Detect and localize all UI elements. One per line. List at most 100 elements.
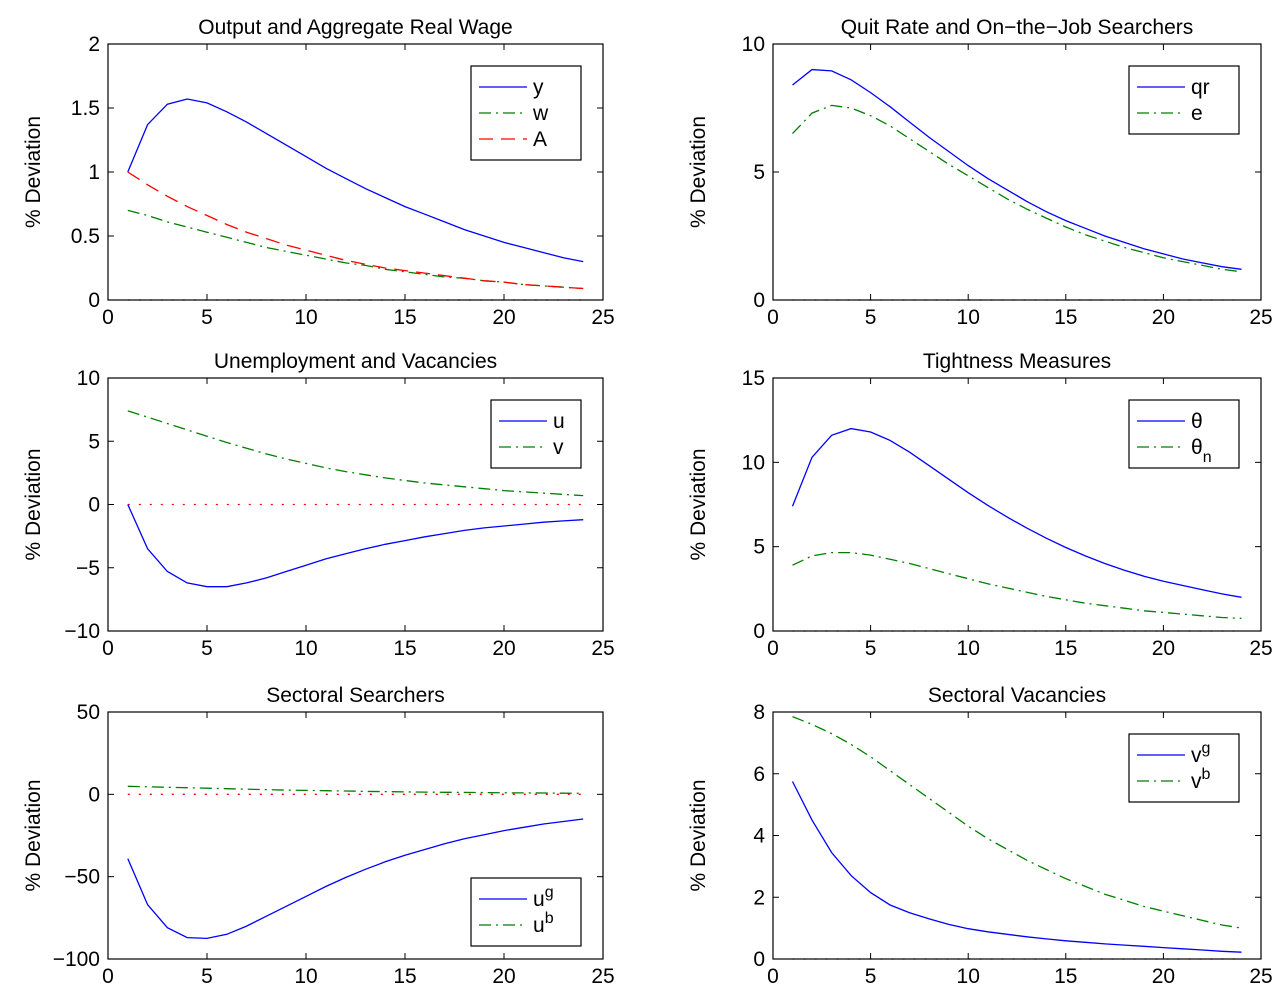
y-tick-label: 0.5 <box>71 225 100 248</box>
y-tick-label: 10 <box>742 33 765 56</box>
x-tick-label: 10 <box>957 306 980 329</box>
legend: ug ub <box>470 877 582 947</box>
legend: qr e <box>1128 65 1240 135</box>
x-tick-label: 25 <box>1249 965 1272 988</box>
y-tick-label: 5 <box>753 536 765 559</box>
plot-frame <box>772 711 1262 960</box>
x-tick-label: 0 <box>767 965 779 988</box>
y-tick-label: 0 <box>753 948 765 971</box>
y-tick-label: 4 <box>753 825 765 848</box>
y-tick-label: 10 <box>742 451 765 474</box>
x-tick-label: 15 <box>393 306 416 329</box>
y-axis-label: % Deviation <box>22 779 45 891</box>
y-tick-label: 15 <box>742 367 765 390</box>
legend-label-superscript: b <box>545 910 554 927</box>
legend: uv <box>490 399 582 469</box>
legend-label-text: v <box>1191 744 1202 767</box>
legend-label-text: u <box>533 914 545 937</box>
legend-label: θn <box>1191 436 1212 466</box>
series-line-1 <box>791 781 1242 953</box>
legend-label: A <box>533 128 547 151</box>
plot-frame <box>107 711 604 960</box>
legend: ywA <box>470 65 582 161</box>
y-tick-label: 8 <box>753 701 765 724</box>
y-tick-label: −50 <box>64 866 100 889</box>
panel-title: Tightness Measures <box>923 350 1111 373</box>
legend: θθn <box>1128 399 1240 469</box>
x-tick-label: 15 <box>393 637 416 660</box>
x-tick-label: 15 <box>1054 965 1077 988</box>
legend-box <box>470 877 582 947</box>
x-tick-label: 15 <box>1054 306 1077 329</box>
legend-label-superscript: g <box>545 884 554 901</box>
legend-label: v <box>553 436 564 459</box>
y-axis-label: % Deviation <box>22 448 45 560</box>
y-tick-label: 0 <box>88 289 100 312</box>
x-tick-label: 10 <box>294 965 317 988</box>
series-line-1 <box>127 504 584 588</box>
legend-box <box>1128 65 1240 135</box>
x-tick-label: 5 <box>865 965 877 988</box>
x-tick-label: 20 <box>1152 306 1175 329</box>
legend-box <box>1128 399 1240 469</box>
y-axis-label: % Deviation <box>687 779 710 891</box>
panel-5: Sectoral Searchers % Deviation 0 5 10 15 20 25 −… <box>22 684 615 988</box>
legend-label-text: w <box>532 102 549 125</box>
x-tick-label: 5 <box>865 306 877 329</box>
x-tick-label: 5 <box>201 306 213 329</box>
series-line-1 <box>127 818 584 940</box>
legend-label: u <box>553 410 565 433</box>
x-tick-label: 20 <box>492 637 515 660</box>
y-tick-label: 0 <box>88 494 100 517</box>
legend-box <box>490 399 582 469</box>
legend-label: y <box>533 76 544 99</box>
panel-title: Output and Aggregate Real Wage <box>198 16 512 39</box>
x-tick-label: 10 <box>957 965 980 988</box>
y-tick-label: 0 <box>753 289 765 312</box>
y-axis-label: % Deviation <box>22 116 45 228</box>
y-tick-label: 2 <box>88 33 100 56</box>
x-tick-label: 5 <box>865 637 877 660</box>
series-line-2 <box>792 715 1242 929</box>
legend-label: ub <box>533 910 554 937</box>
panel-title: Sectoral Vacancies <box>928 684 1106 707</box>
x-tick-label: 25 <box>1249 637 1272 660</box>
y-tick-label: 5 <box>753 161 765 184</box>
x-tick-label: 10 <box>294 637 317 660</box>
x-tick-label: 0 <box>102 965 114 988</box>
panel-3: Unemployment and Vacancies % Deviation 0 5 1… <box>22 350 615 660</box>
y-tick-label: 0 <box>753 620 765 643</box>
x-tick-label: 20 <box>492 306 515 329</box>
legend-label-text: A <box>533 128 547 151</box>
y-tick-label: −100 <box>53 948 100 971</box>
series-line-2 <box>127 785 584 794</box>
y-tick-label: 1.5 <box>71 97 100 120</box>
legend-label-subscript: n <box>1203 449 1212 466</box>
legend-label-text: θ <box>1191 436 1203 459</box>
legend-label-text: y <box>533 76 544 99</box>
x-tick-label: 0 <box>767 637 779 660</box>
x-tick-label: 20 <box>1152 965 1175 988</box>
legend-label: θ <box>1191 410 1203 433</box>
x-tick-label: 0 <box>767 306 779 329</box>
x-tick-label: 25 <box>591 637 614 660</box>
panel-4: Tightness Measures % Deviation 0 5 10 15 20 25 0… <box>687 350 1273 660</box>
legend-label-text: qr <box>1191 76 1210 99</box>
plot-frame <box>772 43 1262 301</box>
legend-label: qr <box>1191 76 1210 99</box>
series-line-2 <box>792 551 1242 620</box>
legend-label-text: e <box>1191 102 1203 125</box>
panel-title: Sectoral Searchers <box>266 684 445 707</box>
legend-label-superscript: b <box>1202 766 1211 783</box>
x-tick-label: 25 <box>591 306 614 329</box>
y-axis-label: % Deviation <box>687 448 710 560</box>
legend-label: vg <box>1191 740 1210 767</box>
y-tick-label: 10 <box>77 367 100 390</box>
series-line-1 <box>127 98 584 263</box>
legend-label: w <box>532 102 549 125</box>
y-tick-label: 50 <box>77 701 100 724</box>
plot-frame <box>772 377 1262 632</box>
y-tick-label: 1 <box>88 161 100 184</box>
